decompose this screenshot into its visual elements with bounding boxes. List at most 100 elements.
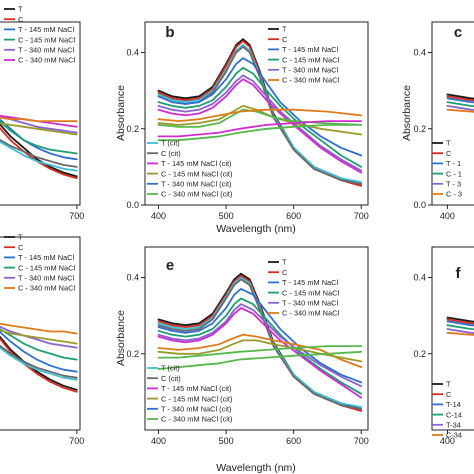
- x-tick-label: 500: [219, 211, 234, 221]
- series-line-9: [0, 140, 78, 172]
- series-group: [446, 93, 474, 113]
- legend-entry: T-34: [446, 421, 461, 430]
- legend-entry: C (cit): [161, 149, 181, 158]
- x-tick-label: 400: [151, 211, 166, 221]
- series-line-9: [0, 344, 78, 379]
- plot-frame: [144, 21, 369, 206]
- y-tick-label: 0.4: [126, 48, 139, 58]
- legend-entry: C - 340 mM NaCl: [282, 309, 339, 318]
- legend-entry: T: [282, 258, 287, 267]
- series-line-6: [157, 66, 363, 168]
- legend: TCT-14C-14 T-34C-34: [432, 380, 462, 440]
- legend-entry: C - 145 mM NaCl: [18, 263, 75, 272]
- legend-entry: C - 145 mM NaCl (cit): [161, 169, 232, 178]
- series-line-3: [446, 97, 474, 104]
- y-axis-label: Absorbance: [401, 85, 413, 141]
- legend-entry: T - 340 mM NaCl: [282, 299, 338, 308]
- y-tick-label: 0.2: [126, 349, 139, 359]
- series-line-4: [0, 328, 78, 361]
- legend-entry: T - 340 mM NaCl (cit): [161, 405, 232, 414]
- x-tick-label: 400: [440, 211, 455, 221]
- plot-frame: [431, 246, 474, 431]
- series-line-8: [157, 78, 363, 174]
- x-axis-label: Wavelength (nm): [216, 462, 296, 474]
- y-tick-label: 0.2: [413, 349, 426, 359]
- series-line-5: [157, 57, 363, 157]
- legend-entry: C: [282, 35, 288, 44]
- legend-entry: T-14: [446, 400, 461, 409]
- legend-entry: T - 145 mM NaCl: [282, 278, 338, 287]
- legend-entry: C: [446, 149, 452, 158]
- plot-frame: [0, 236, 81, 431]
- series-group: [0, 322, 78, 393]
- chart-panel-2: 400 500 600 700 0.0 0.2 0.4 Absorbance Wavelengt…: [115, 21, 369, 235]
- series-line-4: [157, 278, 363, 410]
- legend-entry: T (cit): [161, 139, 180, 148]
- legend-entry: T - 340 mM NaCl (cit): [161, 180, 232, 189]
- series-line-1: [446, 93, 474, 100]
- legend-entry: C - 1: [446, 169, 462, 178]
- legend-entry: T - 145 mM NaCl: [18, 25, 74, 34]
- legend-entry: T: [282, 25, 287, 34]
- x-tick-label: 600: [286, 436, 301, 446]
- y-axis-label: Absorbance: [115, 310, 127, 366]
- series-line-3: [446, 320, 474, 327]
- series-line-12: [157, 350, 363, 370]
- x-tick-label: 700: [354, 436, 369, 446]
- series-line-9: [157, 333, 363, 368]
- legend-entry: T - 1: [446, 159, 461, 168]
- series-line-11: [157, 108, 363, 122]
- series-line-6: [157, 297, 363, 395]
- x-tick-label: 400: [440, 436, 455, 446]
- legend-entry: C - 340 mM NaCl: [18, 56, 75, 65]
- legend-entry: C (cit): [161, 374, 181, 383]
- legend-entry: T: [446, 380, 451, 389]
- y-tick-label: 0.2: [413, 124, 426, 134]
- legend-entry: C-34: [446, 431, 462, 440]
- legend-entry: T: [446, 139, 451, 148]
- series-line-10: [0, 138, 78, 168]
- y-tick-label: 0.0: [413, 200, 426, 210]
- y-tick-label: 0.4: [413, 273, 426, 283]
- x-tick-label: 500: [219, 436, 234, 446]
- legend-entry: T - 145 mM NaCl: [282, 45, 338, 54]
- legend-entry: C - 145 mM NaCl: [282, 288, 339, 297]
- series-line-4: [446, 101, 474, 108]
- series-line-10: [157, 339, 363, 363]
- panel-label: f: [456, 265, 462, 282]
- plot-frame: [144, 246, 369, 431]
- series-line-12: [157, 120, 363, 138]
- series-line-4: [0, 120, 78, 155]
- x-tick-label: 700: [69, 211, 84, 221]
- series-line-8: [0, 122, 78, 136]
- chart-panel-6: 400 0.2 0.4 f TCT-14C-14 T-34C-34: [413, 246, 474, 446]
- legend-entry: C - 145 mM NaCl: [282, 55, 339, 64]
- panel-label: e: [166, 257, 174, 274]
- legend-entry: T (cit): [161, 364, 180, 373]
- x-axis-label: Wavelength (nm): [216, 223, 296, 235]
- legend-cit: T (cit)C (cit)T - 145 mM NaCl (cit)C - 1…: [147, 139, 232, 199]
- series-line-5: [0, 325, 78, 349]
- legend-entry: T - 340 mM NaCl: [282, 66, 338, 75]
- y-tick-label: 0.4: [126, 273, 139, 283]
- legend-entry: T: [18, 233, 23, 242]
- x-tick-label: 700: [354, 211, 369, 221]
- series-line-11: [157, 345, 363, 359]
- legend-entry: C - 340 mM NaCl: [18, 284, 75, 293]
- series-line-6: [446, 108, 474, 113]
- legend-cit: T (cit)C (cit)T - 145 mM NaCl (cit)C - 1…: [147, 364, 232, 424]
- y-tick-label: 0.2: [126, 124, 139, 134]
- y-tick-label: 0.0: [126, 200, 139, 210]
- series-group: [0, 114, 78, 180]
- legend-entry: T: [18, 5, 23, 14]
- panel-label: b: [165, 24, 174, 41]
- legend-entry: C - 145 mM NaCl: [18, 35, 75, 44]
- x-tick-label: 600: [286, 211, 301, 221]
- series-line-2: [0, 126, 78, 180]
- x-tick-label: 700: [69, 436, 84, 446]
